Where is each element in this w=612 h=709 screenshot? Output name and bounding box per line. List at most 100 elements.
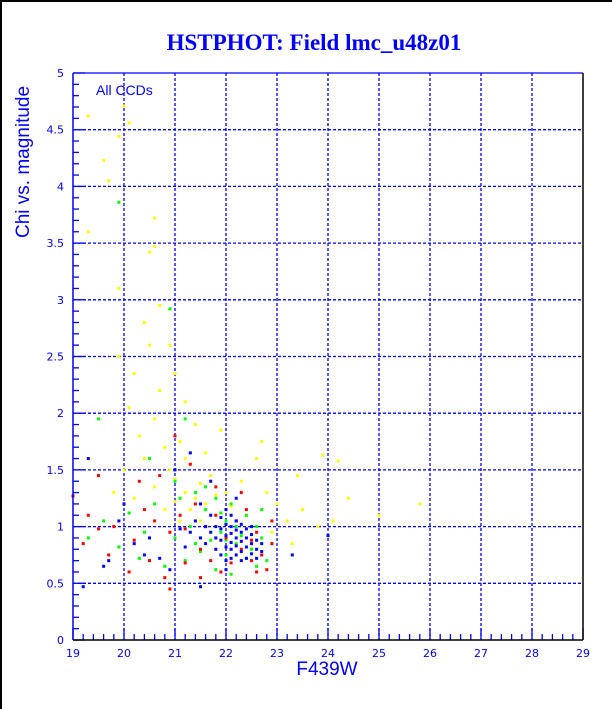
data-point-red [127, 570, 131, 574]
y-tick-label: 1 [57, 521, 64, 534]
data-point-blue [183, 545, 187, 549]
data-point-green [188, 525, 192, 529]
x-tick-label: 29 [576, 647, 590, 660]
data-point-yellow [193, 496, 197, 500]
data-point-blue [229, 540, 233, 544]
series-green [86, 200, 274, 576]
data-point-blue [229, 556, 233, 560]
data-point-red [270, 542, 274, 546]
data-point-green [183, 417, 187, 421]
data-point-green [224, 553, 228, 557]
data-point-green [199, 550, 202, 554]
y-tick-label: 0.5 [47, 577, 65, 590]
data-point-green [178, 496, 182, 500]
data-point-green [204, 508, 208, 512]
data-point-yellow [275, 502, 279, 506]
data-point-yellow [122, 104, 126, 108]
data-point-yellow [219, 428, 223, 432]
data-point-yellow [183, 400, 187, 404]
data-point-red [188, 462, 192, 466]
data-point-blue [234, 519, 238, 523]
data-point-yellow [265, 491, 269, 495]
axes: 19 20 21 22 23 24 25 26 27 28 29 0 0.5 1 1.5 2 2.5 3 3.5 4 4… [47, 67, 591, 660]
data-point-yellow [321, 453, 325, 457]
data-point-red [132, 538, 136, 542]
data-point-green [234, 542, 238, 546]
data-point-blue [290, 553, 294, 557]
data-point-red [112, 525, 116, 529]
data-point-red [86, 513, 90, 517]
data-point-blue [239, 539, 243, 543]
data-point-yellow [290, 542, 294, 546]
data-point-blue [224, 568, 228, 572]
data-point-blue [117, 519, 121, 523]
data-point-yellow [239, 479, 243, 483]
data-point-yellow [148, 343, 151, 347]
data-point-yellow [127, 406, 131, 410]
data-point-green [142, 530, 146, 534]
data-point-blue [255, 547, 259, 551]
data-point-blue [199, 585, 202, 589]
data-point-yellow [132, 372, 136, 376]
data-point-blue [142, 553, 146, 557]
data-point-yellow [153, 245, 157, 249]
data-point-red [153, 519, 157, 523]
data-point-red [107, 553, 111, 557]
data-point-yellow [137, 434, 141, 438]
data-point-blue [224, 534, 228, 538]
data-points [71, 104, 422, 591]
x-tick-label: 28 [525, 647, 539, 660]
data-point-yellow [163, 445, 167, 449]
data-point-blue [234, 528, 238, 532]
data-point-green [214, 496, 218, 500]
data-point-red [168, 587, 172, 591]
data-point-yellow [199, 482, 202, 486]
data-point-blue [224, 522, 228, 526]
data-point-yellow [173, 372, 177, 376]
data-point-blue [214, 536, 218, 540]
x-tick-label: 23 [270, 647, 284, 660]
data-point-blue [250, 533, 253, 537]
data-point-green [219, 530, 223, 534]
data-point-yellow [204, 502, 208, 506]
y-tick-label: 1.5 [47, 464, 65, 477]
x-axis-label: F439W [296, 659, 357, 680]
y-tick-label: 4 [57, 180, 64, 193]
data-point-green [127, 511, 131, 515]
data-point-green [219, 511, 223, 515]
data-point-blue [219, 527, 223, 531]
data-point-blue [255, 538, 259, 542]
y-tick-label: 5 [57, 67, 64, 80]
y-tick-label: 2.5 [47, 351, 65, 364]
data-point-blue [250, 552, 253, 556]
x-tick-label: 25 [372, 647, 386, 660]
data-point-yellow [117, 286, 121, 290]
data-point-green [260, 508, 264, 512]
data-point-green [209, 538, 213, 542]
x-tick-label: 21 [168, 647, 182, 660]
data-point-blue [188, 530, 192, 534]
data-point-red [250, 559, 253, 563]
data-point-red [148, 559, 151, 563]
chart-title: HSTPHOT: Field lmc_u48z01 [167, 30, 462, 55]
data-point-blue [219, 538, 223, 542]
data-point-green [255, 564, 259, 568]
data-point-yellow [153, 417, 157, 421]
data-point-red [270, 519, 274, 523]
data-point-blue [219, 516, 223, 520]
data-point-green [137, 556, 141, 560]
data-point-red [224, 536, 228, 540]
y-tick-label: 0 [57, 634, 64, 647]
data-point-red [97, 474, 100, 478]
data-point-red [178, 513, 182, 517]
x-tick-label: 22 [219, 647, 233, 660]
data-point-blue [229, 513, 233, 517]
data-point-green [244, 513, 248, 517]
data-point-yellow [183, 457, 187, 461]
data-point-blue [224, 545, 228, 549]
data-point-yellow [199, 519, 202, 523]
data-point-red [163, 576, 167, 580]
data-point-green [250, 547, 253, 551]
series-yellow [86, 104, 422, 546]
